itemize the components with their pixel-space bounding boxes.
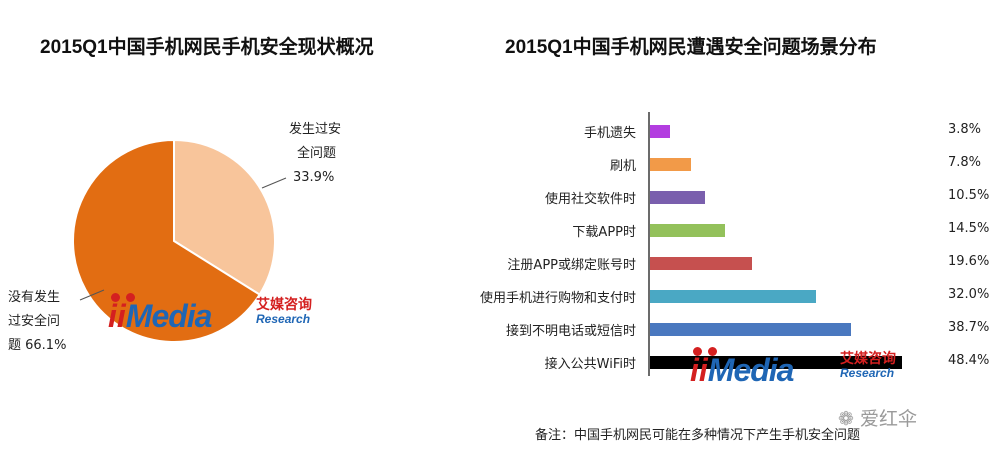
bar	[650, 290, 816, 303]
bar-value-label: 14.5%	[948, 221, 989, 236]
bar-value-label: 10.5%	[948, 188, 989, 203]
bar-value-label: 7.8%	[948, 155, 981, 170]
bar	[650, 191, 705, 204]
bar-category-label: 使用手机进行购物和支付时	[480, 287, 636, 306]
footnote: 备注：中国手机网民可能在多种情况下产生手机安全问题	[535, 424, 860, 443]
pie-label-none: 没有发生 过安全问 题 66.1%	[8, 286, 66, 358]
bar-value-label: 32.0%	[948, 287, 989, 302]
pie-leader-line	[262, 178, 286, 188]
logo-mark-icon: ii	[690, 352, 708, 388]
bar-chart-title: 2015Q1中国手机网民遭遇安全问题场景分布	[505, 32, 877, 59]
bar-value-label: 3.8%	[948, 122, 981, 137]
pie-label-none-line2: 过安全问	[8, 310, 66, 334]
bar	[650, 158, 691, 171]
logo-mark-icon: ii	[108, 298, 126, 334]
logo-left: iiMedia 艾媒咨询 Research	[108, 298, 318, 348]
pie-chart	[0, 100, 460, 400]
pie-label-occurred: 发生过安 全问题 33.9%	[289, 118, 341, 190]
bar-category-label: 接到不明电话或短信时	[506, 320, 636, 339]
bar-category-label: 使用社交软件时	[545, 188, 636, 207]
logo-en: Research	[256, 312, 310, 326]
watermark-text: 爱红伞	[860, 408, 917, 430]
pie-label-occurred-line1: 发生过安	[289, 118, 341, 142]
bar-category-label: 手机遗失	[584, 122, 636, 141]
logo-word: Media	[708, 352, 794, 388]
bar-category-label: 注册APP或绑定账号时	[507, 254, 636, 273]
pie-label-occurred-value: 33.9%	[289, 166, 341, 190]
logo-dot-icon	[126, 293, 135, 302]
bar-category-label: 下载APP时	[572, 221, 636, 240]
bar-value-label: 38.7%	[948, 320, 989, 335]
pie-label-none-line1: 没有发生	[8, 286, 66, 310]
logo-en: Research	[840, 366, 894, 380]
watermark: ❁ 爱红伞	[838, 404, 917, 431]
bar-category-label: 刷机	[610, 155, 636, 174]
logo-dot-icon	[708, 347, 717, 356]
logo-word: Media	[126, 298, 212, 334]
bar	[650, 323, 851, 336]
bar	[650, 257, 752, 270]
bar	[650, 224, 725, 237]
logo-dot-icon	[693, 347, 702, 356]
bar-value-label: 48.4%	[948, 353, 989, 368]
wechat-icon: ❁	[838, 408, 854, 430]
logo-cn: 艾媒咨询	[256, 294, 312, 314]
pie-label-occurred-line2: 全问题	[289, 142, 341, 166]
bar	[650, 125, 670, 138]
logo-dot-icon	[111, 293, 120, 302]
pie-label-none-value: 题 66.1%	[8, 334, 66, 358]
bar-value-label: 19.6%	[948, 254, 989, 269]
logo-cn: 艾媒咨询	[840, 348, 896, 368]
pie-chart-title: 2015Q1中国手机网民手机安全现状概况	[40, 32, 374, 59]
bar-category-label: 接入公共WiFi时	[545, 353, 636, 372]
logo-right: iiMedia 艾媒咨询 Research	[690, 352, 910, 402]
bar-chart-axis	[648, 112, 650, 376]
